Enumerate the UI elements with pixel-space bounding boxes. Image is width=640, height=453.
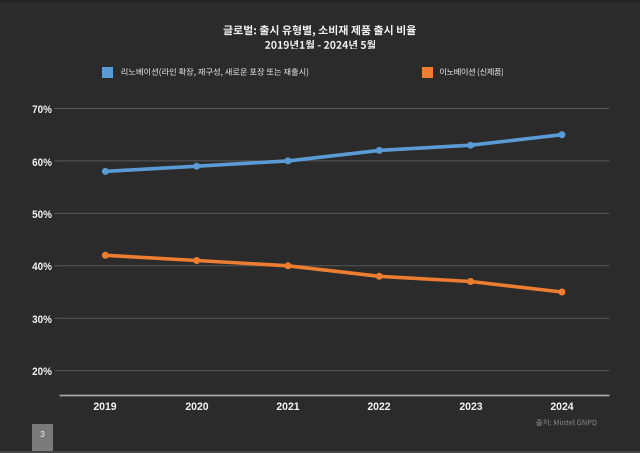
x-axis-label-2020: 2020 <box>185 400 209 413</box>
page-number: 3 <box>40 428 45 439</box>
series-1-point-2020 <box>193 257 201 264</box>
series-1-point-2019 <box>101 251 109 259</box>
chart-title-line1-glyph-group <box>223 25 416 37</box>
series-0-point-2021 <box>284 157 292 165</box>
x-axis-label-2021: 2021 <box>276 400 300 413</box>
source-note: 출처: Mintel GNPD <box>536 418 597 426</box>
x-axis-label-2022: 2022 <box>367 400 391 413</box>
y-axis-label-70: 70% <box>32 104 52 117</box>
source-note-glyph-path <box>536 418 597 426</box>
y-axis-label-20: 20% <box>32 366 52 379</box>
series-1-point-2023 <box>467 278 475 285</box>
chart-title-line2-glyph-group <box>264 39 375 50</box>
chart-title-line2-glyph-path <box>264 39 375 50</box>
x-axis-label-2019: 2019 <box>93 400 118 413</box>
series-line-0 <box>103 132 564 174</box>
source-note-glyph-group <box>536 418 597 426</box>
legend-label-innovation-glyphs <box>439 68 503 77</box>
legend-label-renovation-glyph-path <box>121 68 309 77</box>
chart-title-line1-glyphs <box>223 25 416 37</box>
chart-title-line1-glyph-path <box>223 25 416 37</box>
slide-bottom-edge <box>0 451 640 453</box>
legend-label-innovation-glyph-path <box>439 68 503 77</box>
series-0-point-2024 <box>558 131 566 139</box>
chart-title-line2-glyphs <box>264 39 375 50</box>
x-axis-label-2023: 2023 <box>458 400 483 413</box>
legend-label-renovation: 리노베이션(라인 확장, 재구성, 새로운 포장 또는 재출시) <box>121 68 309 77</box>
legend-swatch-innovation <box>421 66 433 78</box>
legend-label-innovation: 이노베이션 (신제품) <box>439 68 503 77</box>
y-axis-label-40: 40% <box>32 261 52 274</box>
source-note-glyphs <box>536 418 597 426</box>
legend-swatch-renovation <box>102 66 113 78</box>
legend-label-renovation-glyph-group <box>121 68 309 77</box>
y-axis-label-50: 50% <box>32 208 52 221</box>
x-axis-label-2024: 2024 <box>550 400 574 413</box>
series-0-point-2019 <box>101 167 109 175</box>
series-1-point-2024 <box>558 288 566 296</box>
series-0-point-2023 <box>467 141 475 149</box>
y-axis-label-60: 60% <box>32 156 52 169</box>
series-0-point-2020 <box>193 162 201 170</box>
slide-top-edge <box>0 0 640 2</box>
legend-label-renovation-glyphs <box>121 68 309 77</box>
series-1-point-2021 <box>284 262 292 270</box>
chart-title-line1: 글로벌: 출시 유형별, 소비재 제품 출시 비율 <box>223 25 416 37</box>
series-line-1 <box>103 253 564 294</box>
legend-label-innovation-glyph-group <box>439 68 503 77</box>
series-0-point-2022 <box>375 146 383 154</box>
chart-title-line2: 2019년1월 - 2024년 5월 <box>264 39 375 50</box>
y-axis-label-30: 30% <box>32 313 52 326</box>
series-1-point-2022 <box>375 272 383 280</box>
page-number-box: 3 <box>32 424 53 453</box>
